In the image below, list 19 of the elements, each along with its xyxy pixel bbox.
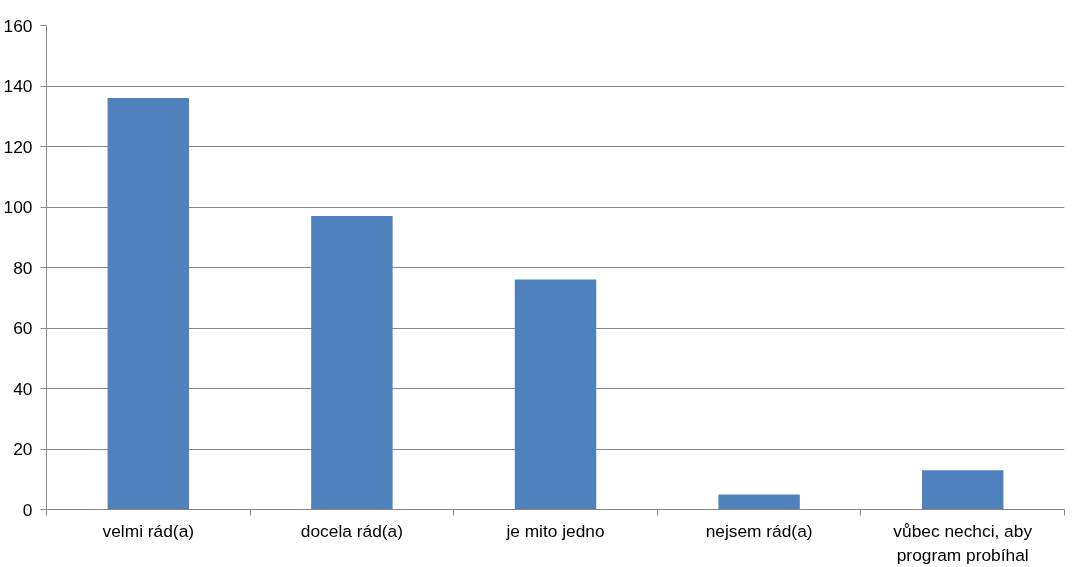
- y-tick-label: 140: [3, 76, 33, 96]
- bar: [921, 470, 1004, 510]
- bar: [514, 279, 597, 510]
- bar: [718, 494, 800, 510]
- y-tick-label: 100: [3, 197, 33, 217]
- x-tick-label: je mito jedno: [505, 520, 605, 541]
- y-tick-label: 0: [22, 499, 33, 520]
- y-tick-label: 40: [13, 378, 33, 399]
- bar: [311, 216, 393, 510]
- x-tick-label: vůbec nechci, aby program probíhal: [893, 520, 1033, 565]
- x-tick-label: docela rád(a): [300, 520, 403, 541]
- x-tick-label: nejsem rád(a): [705, 520, 813, 541]
- y-tick-label: 20: [13, 439, 33, 459]
- bar: [107, 98, 190, 510]
- y-tick-label: 160: [3, 15, 33, 36]
- y-tick-label: 60: [13, 318, 33, 338]
- y-tick-label: 120: [3, 136, 33, 157]
- y-tick-label: 80: [13, 257, 33, 278]
- x-tick-label: velmi rád(a): [102, 520, 195, 541]
